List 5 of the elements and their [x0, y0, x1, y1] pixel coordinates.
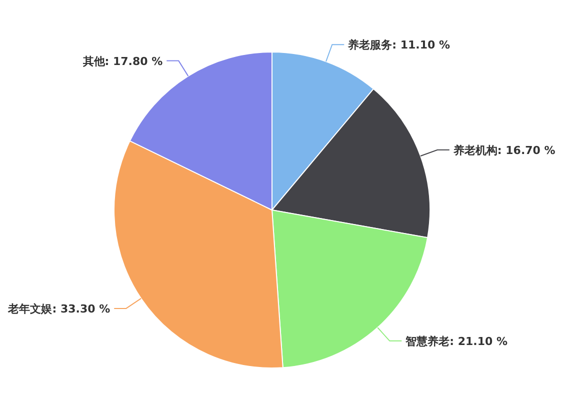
slice-label: 养老服务: 11.10 % — [347, 38, 450, 52]
slice-label: 养老机构: 16.70 % — [452, 144, 556, 157]
slice-label: 老年文娱: 33.30 % — [7, 302, 110, 316]
slice-label: 智慧养老: 21.10 % — [404, 334, 508, 348]
slice-label: 其他: 17.80 % — [82, 54, 163, 68]
